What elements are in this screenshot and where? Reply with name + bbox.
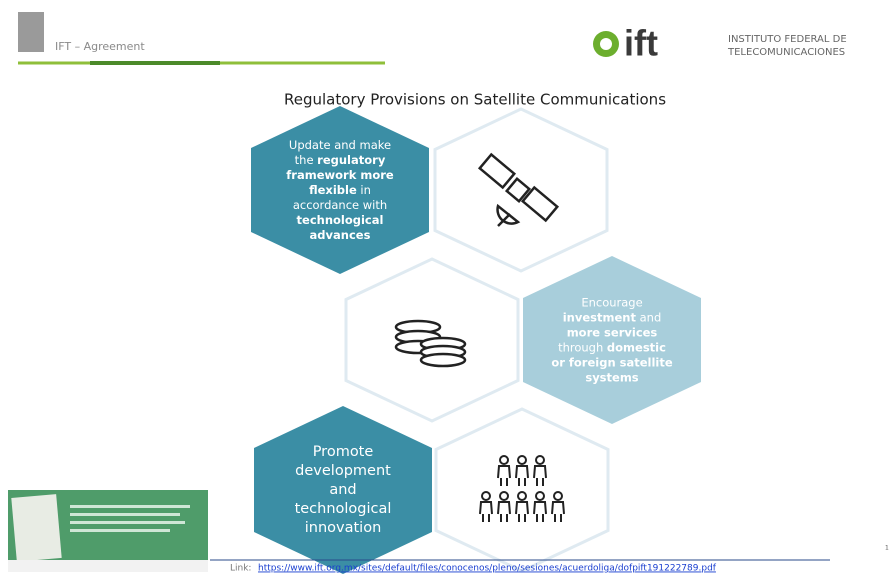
hexagon-text-line: innovation bbox=[305, 520, 382, 536]
hexagon-text: in bbox=[357, 183, 371, 197]
logo: ift INSTITUTO FEDERAL DE TELECOMUNICACIO… bbox=[593, 23, 847, 64]
hexagon-text: technological bbox=[295, 501, 392, 517]
logo-icon-hole bbox=[600, 38, 612, 50]
hexagon-text: flexible bbox=[309, 183, 357, 197]
hexagon-text-line: development bbox=[295, 463, 391, 479]
hexagon-text: accordance with bbox=[293, 198, 387, 212]
hexagon-text-line: the regulatory bbox=[295, 153, 386, 167]
hexagon-text: advances bbox=[310, 228, 371, 242]
person-body bbox=[533, 501, 547, 522]
hexagon-text-line: Update and make bbox=[289, 138, 391, 152]
hexagon-text-line: accordance with bbox=[293, 198, 387, 212]
hexagon-text-line: through domestic bbox=[558, 340, 666, 354]
thumbnail-line bbox=[70, 521, 185, 524]
link-label: Link: bbox=[230, 564, 251, 574]
hexagon-text: systems bbox=[585, 370, 638, 384]
thumbnail-strip bbox=[8, 560, 208, 572]
hexagon-text: domestic bbox=[607, 340, 666, 354]
person-head bbox=[553, 491, 563, 501]
hexagon-text-line: Encourage bbox=[581, 295, 642, 309]
hexagon-text: and bbox=[636, 310, 661, 324]
person-body bbox=[497, 465, 511, 486]
hexagon-text: Update and make bbox=[289, 138, 391, 152]
person-head bbox=[499, 491, 509, 501]
people-icon bbox=[479, 455, 565, 522]
person-body bbox=[533, 465, 547, 486]
hexagon bbox=[523, 256, 701, 424]
hexagon-text: technological bbox=[297, 213, 384, 227]
document-thumbnail bbox=[8, 490, 208, 572]
person-head bbox=[517, 491, 527, 501]
hexagon-text-line: or foreign satellite bbox=[551, 355, 673, 369]
hexagon bbox=[254, 406, 432, 574]
hexagon-text-line: investment and bbox=[563, 310, 662, 324]
person-body bbox=[515, 465, 529, 486]
coins-icon bbox=[394, 319, 467, 368]
hexagon-text-line: Promote bbox=[313, 444, 374, 460]
hexagon-outline bbox=[433, 107, 609, 273]
hexagon-text: Promote bbox=[313, 444, 374, 460]
thumbnail-line bbox=[70, 513, 180, 516]
hexagon-text-line: and bbox=[329, 482, 356, 498]
hexagon-text-line: technological bbox=[295, 501, 392, 517]
person-head bbox=[481, 491, 491, 501]
logo-mark: ift bbox=[624, 23, 658, 64]
logo-line2: TELECOMUNICACIONES bbox=[727, 47, 845, 58]
header-block bbox=[18, 12, 44, 52]
hexagon-text: Encourage bbox=[581, 295, 642, 309]
person-head bbox=[517, 455, 527, 465]
hexagon-text: development bbox=[295, 463, 391, 479]
person-head bbox=[499, 455, 509, 465]
satellite-icon bbox=[477, 152, 560, 227]
person-body bbox=[515, 501, 529, 522]
hexagon bbox=[251, 106, 429, 274]
page-number: 1 bbox=[885, 545, 889, 552]
thumbnail-page bbox=[11, 494, 62, 562]
hexagon-text-line: framework more bbox=[286, 168, 394, 182]
link-url[interactable]: https://www.ift.org.mx/sites/default/fil… bbox=[258, 564, 717, 574]
slide-title: Regulatory Provisions on Satellite Commu… bbox=[284, 91, 666, 109]
thumbnail-line bbox=[70, 505, 190, 508]
person-head bbox=[535, 491, 545, 501]
hexagon-text: or foreign satellite bbox=[551, 355, 673, 369]
hexagon-text: innovation bbox=[305, 520, 382, 536]
logo-line1: INSTITUTO FEDERAL DE bbox=[728, 34, 847, 45]
hexagon-text-line: more services bbox=[567, 325, 658, 339]
hexagon-text: investment bbox=[563, 310, 637, 324]
hexagon-text: the bbox=[295, 153, 318, 167]
hexagon-text: regulatory bbox=[317, 153, 386, 167]
header-label: IFT – Agreement bbox=[55, 40, 145, 53]
hexagon-text-line: technological bbox=[297, 213, 384, 227]
hexagon-text-line: flexible in bbox=[309, 183, 371, 197]
hexagon-text: and bbox=[329, 482, 356, 498]
hexagon-outline bbox=[434, 407, 610, 573]
hexagon-text: framework more bbox=[286, 168, 394, 182]
person-head bbox=[535, 455, 545, 465]
hexagon-text: more services bbox=[567, 325, 658, 339]
hexagon-text-line: systems bbox=[585, 370, 638, 384]
person-body bbox=[551, 501, 565, 522]
person-body bbox=[479, 501, 493, 522]
thumbnail-line bbox=[70, 529, 170, 532]
person-body bbox=[497, 501, 511, 522]
hexagon-text: through bbox=[558, 340, 607, 354]
hexagon-text-line: advances bbox=[310, 228, 371, 242]
